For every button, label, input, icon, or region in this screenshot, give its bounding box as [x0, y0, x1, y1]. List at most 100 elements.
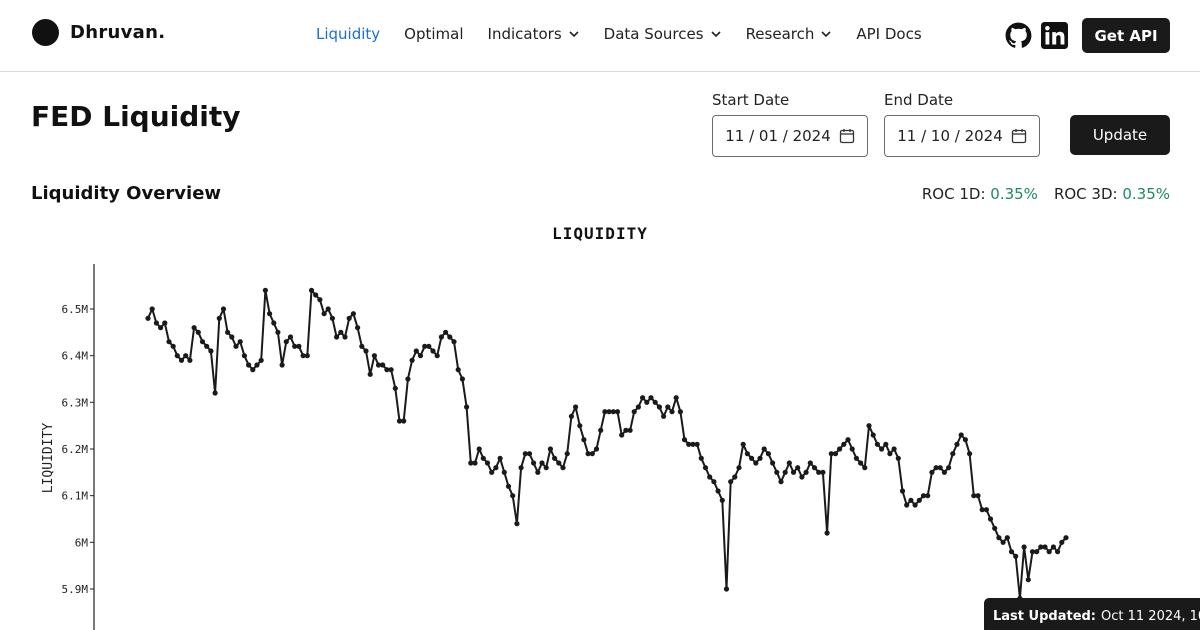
data-point [967, 451, 973, 457]
data-point [652, 399, 658, 405]
end-date-input[interactable]: 11 / 10 / 2024 [884, 115, 1040, 157]
data-point [380, 362, 386, 368]
data-point [220, 306, 227, 312]
data-point [1025, 577, 1031, 583]
data-point [1042, 544, 1048, 550]
data-point [459, 376, 465, 382]
data-point [585, 451, 591, 457]
nav-label: Data Sources [603, 25, 704, 43]
start-date-group: Start Date 11 / 01 / 2024 [712, 91, 868, 157]
data-point [292, 343, 298, 349]
calendar-icon[interactable] [839, 128, 855, 144]
data-point [1004, 535, 1010, 541]
data-point [334, 334, 340, 340]
data-point [698, 455, 704, 461]
data-point [250, 367, 256, 373]
last-updated-label: Last Updated: [993, 608, 1097, 624]
update-button[interactable]: Update [1070, 115, 1170, 155]
roc-3d: ROC 3D: 0.35% [1054, 185, 1170, 203]
data-point [728, 479, 734, 485]
data-point [195, 329, 201, 335]
data-point [229, 334, 235, 340]
start-date-input[interactable]: 11 / 01 / 2024 [712, 115, 868, 157]
data-point [384, 367, 390, 373]
data-point [271, 320, 277, 326]
data-point [426, 343, 432, 349]
data-point [514, 521, 520, 527]
data-point [631, 409, 637, 415]
data-point [954, 441, 960, 447]
data-point [246, 362, 252, 368]
data-point [690, 441, 696, 447]
data-point [891, 446, 897, 452]
data-point [619, 432, 625, 438]
data-point [451, 339, 457, 345]
nav-item-api-docs[interactable]: API Docs [856, 25, 921, 43]
data-point [858, 460, 864, 466]
data-point [912, 502, 918, 508]
data-point [543, 465, 549, 471]
data-point [644, 399, 650, 405]
data-point [795, 465, 801, 471]
data-point [719, 497, 725, 503]
data-point [568, 413, 575, 419]
data-point [556, 460, 562, 466]
data-point [606, 409, 612, 415]
data-point [866, 423, 872, 429]
get-api-button[interactable]: Get API [1082, 18, 1170, 53]
calendar-icon[interactable] [1011, 128, 1027, 144]
nav-item-data-sources[interactable]: Data Sources [604, 25, 722, 43]
data-point [807, 460, 813, 466]
data-point [992, 525, 998, 531]
data-point [623, 427, 629, 433]
liquidity-line-chart: 5.9M 6M 6.1M 6.2M 6.3M 6.4M 6.5M LIQUIDITY [41, 264, 1069, 630]
y-tick-label: 6M [75, 536, 89, 549]
data-point [191, 325, 197, 331]
nav-item-liquidity[interactable]: Liquidity [316, 25, 380, 43]
data-point [937, 465, 943, 471]
data-point [581, 437, 587, 443]
data-point [300, 353, 306, 359]
roc-1d-value: 0.35% [990, 185, 1038, 203]
chevron-down-icon [710, 31, 721, 38]
data-point [879, 446, 885, 452]
start-date-value: 11 / 01 / 2024 [725, 127, 831, 145]
data-point [1055, 549, 1061, 555]
data-point [497, 455, 503, 461]
nav-item-indicators[interactable]: Indicators [488, 25, 580, 43]
data-point [816, 469, 822, 475]
data-point [199, 339, 206, 345]
roc-3d-label: ROC 3D: [1053, 185, 1118, 203]
data-point [593, 446, 600, 452]
data-point [774, 469, 780, 475]
data-point [920, 493, 927, 499]
data-point [158, 325, 164, 331]
data-point [770, 460, 776, 466]
github-icon[interactable] [1005, 22, 1032, 49]
data-point [493, 465, 499, 471]
nav-item-optimal[interactable]: Optimal [404, 25, 463, 43]
data-point [321, 311, 327, 317]
brand-logo[interactable]: Dhruvan. [32, 19, 165, 46]
nav-item-research[interactable]: Research [746, 25, 833, 43]
data-point [287, 334, 294, 340]
data-point [262, 287, 268, 293]
data-point [241, 353, 247, 359]
chevron-down-icon [821, 31, 831, 38]
data-point [661, 413, 667, 419]
data-point [1059, 539, 1065, 545]
data-point [841, 441, 847, 447]
roc-3d-value: 0.35% [1122, 185, 1170, 203]
data-point [656, 404, 663, 410]
data-point [732, 474, 738, 480]
data-point [895, 455, 901, 461]
roc-1d-label: ROC 1D: [921, 185, 986, 203]
start-date-label: Start Date [712, 91, 790, 109]
data-point [308, 287, 315, 293]
brand-dot-icon [32, 19, 59, 46]
data-point [510, 493, 516, 499]
data-point [1063, 535, 1069, 541]
data-point [753, 460, 759, 466]
linkedin-icon[interactable] [1041, 22, 1068, 49]
data-point [212, 390, 218, 396]
